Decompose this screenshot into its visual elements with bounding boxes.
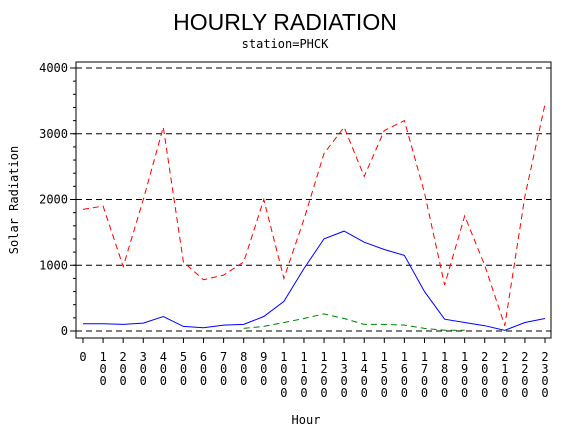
chart-subtitle: station=PHCK [242,37,329,51]
chart-title: HOURLY RADIATION [173,9,397,35]
y-tick-label: 2000 [39,193,68,207]
y-tick-label: 1000 [39,258,68,272]
tick-labels: 0 1000 2000 3000 4000 0 1 0 0 2 0 0 3 0 0 4 0 0 5 0 0 6 0 0 7 0 0 8… [39,61,549,400]
grid-lines [76,67,551,332]
x-axis-label: Hour [292,413,321,427]
y-axis-label: Solar Radiation [7,146,21,254]
y-tick-label: 3000 [39,127,68,141]
series-lines [82,104,546,331]
axes [70,61,552,343]
series-line-3 [243,313,465,331]
y-tick-label: 0 [61,324,68,338]
y-tick-label: 4000 [39,61,68,75]
series-line-2 [83,230,546,331]
series-line-1 [82,104,546,326]
x-tick-label: 0 [79,350,86,364]
